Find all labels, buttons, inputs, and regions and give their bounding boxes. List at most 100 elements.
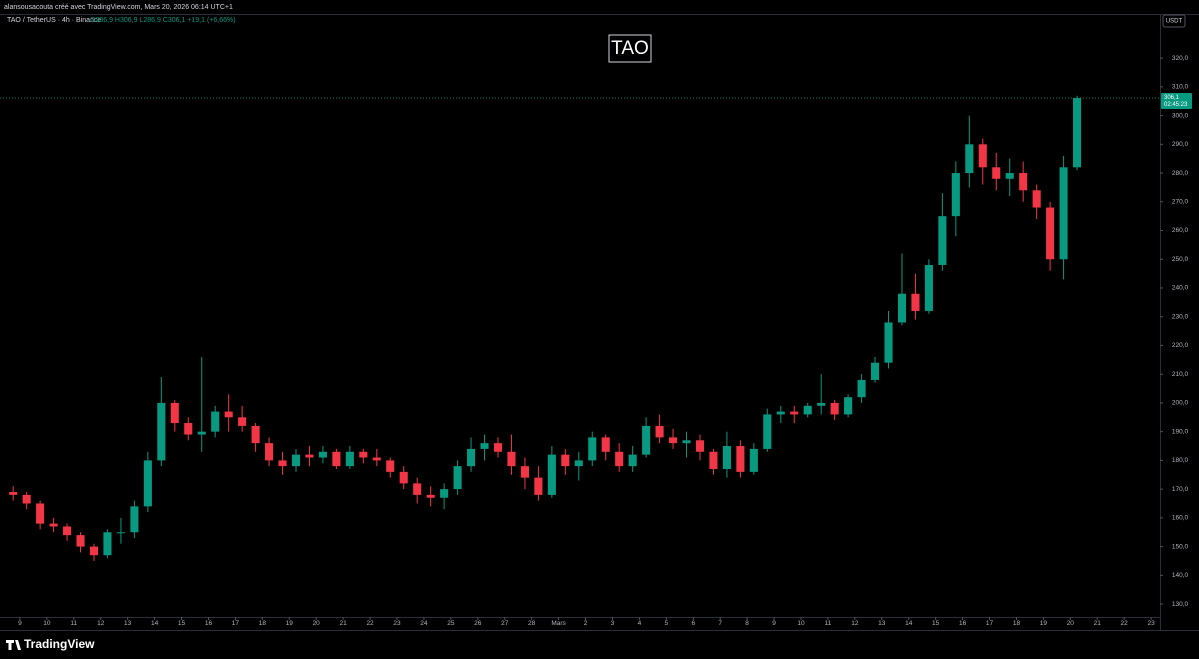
y-tick-label: 130,0	[1172, 601, 1189, 608]
x-tick-label: 16	[205, 620, 213, 627]
candle-body	[722, 446, 731, 470]
x-tick-label: 8	[745, 620, 749, 627]
candle-body	[480, 443, 489, 449]
y-tick-label: 230,0	[1172, 313, 1189, 320]
candle-body	[1059, 167, 1068, 260]
author-line: alansousacouta créé avec TradingView.com…	[4, 4, 233, 11]
candle-body	[386, 460, 395, 472]
candle-body	[467, 448, 476, 467]
x-tick-label: 20	[313, 620, 321, 627]
candle-body	[803, 405, 812, 415]
countdown: 02:45:23	[1164, 102, 1188, 108]
x-tick-label: 19	[286, 620, 294, 627]
candle-body	[817, 402, 826, 406]
y-tick-label: 320,0	[1172, 55, 1189, 62]
candle-body	[116, 532, 125, 534]
candle-body	[695, 440, 705, 452]
candle-body	[534, 477, 543, 495]
x-tick-label: 12	[97, 620, 105, 627]
symbol-line: TAO / TetherUS · 4h · Binance	[7, 17, 101, 24]
candle-body	[951, 173, 960, 217]
candle-body	[170, 402, 179, 424]
candle-body	[440, 489, 449, 498]
candle-body	[49, 523, 58, 527]
brand: TradingView	[24, 637, 95, 651]
x-tick-label: 28	[528, 620, 536, 627]
x-tick-label: Mars	[551, 620, 566, 627]
candle-body	[601, 437, 610, 452]
candle-body	[305, 454, 314, 458]
x-tick-label: 19	[1040, 620, 1048, 627]
candle-body	[1032, 190, 1041, 208]
candle-body	[709, 451, 718, 470]
candle-body	[507, 451, 516, 467]
x-tick-label: 11	[825, 620, 832, 627]
x-tick-label: 11	[70, 620, 77, 627]
y-tick-label: 280,0	[1172, 170, 1189, 177]
candle-body	[63, 526, 72, 536]
candle-body	[884, 322, 893, 363]
candle-body	[251, 425, 260, 444]
candle-body	[197, 431, 206, 435]
candle-body	[130, 506, 139, 533]
title-box	[608, 34, 652, 63]
candle-body	[682, 440, 691, 444]
y-tick-label: 180,0	[1172, 457, 1189, 464]
candle-body	[332, 451, 341, 467]
candle-body	[36, 503, 45, 524]
y-tick-label: 200,0	[1172, 400, 1189, 407]
x-tick-label: 17	[986, 620, 994, 627]
candle-body	[157, 402, 166, 461]
candle-body	[318, 451, 327, 458]
y-tick-label: 210,0	[1172, 371, 1189, 378]
candle-body	[76, 535, 85, 547]
candle-body	[399, 471, 408, 484]
last-price-label: 306,1	[1164, 95, 1180, 101]
x-tick-label: 4	[638, 620, 642, 627]
x-tick-label: 13	[124, 620, 132, 627]
candle-body	[992, 167, 1001, 179]
candle-body	[1046, 207, 1055, 260]
brand-logo	[6, 640, 21, 650]
x-tick-label: 5	[665, 620, 669, 627]
candle-body	[1019, 173, 1028, 191]
candle-body	[669, 437, 678, 444]
candle-body	[143, 460, 152, 507]
x-tick-label: 3	[611, 620, 615, 627]
x-tick-label: 10	[43, 620, 51, 627]
x-tick-label: 21	[1094, 620, 1102, 627]
ohlc-line: O286,9 H306,9 L286,9 C306,1 +19,1 (+6,66…	[90, 17, 236, 24]
x-tick-label: 27	[501, 620, 509, 627]
candle-body	[359, 451, 368, 458]
candle-body	[897, 293, 907, 323]
candle-body	[291, 454, 301, 467]
candle-body	[978, 144, 987, 168]
candle-body	[763, 414, 772, 449]
candle-body	[278, 460, 287, 467]
candle-body	[224, 411, 233, 418]
candle-body	[642, 425, 651, 455]
x-tick-label: 9	[18, 620, 22, 627]
candle-body	[588, 437, 597, 461]
x-tick-label: 6	[691, 620, 695, 627]
candle-body	[413, 483, 422, 495]
candle-body	[736, 446, 745, 472]
x-tick-label: 10	[797, 620, 805, 627]
candle-body	[9, 492, 18, 495]
candle-body	[22, 494, 31, 504]
currency: USDT	[1166, 19, 1183, 25]
candle-body	[924, 264, 933, 311]
y-tick-label: 220,0	[1172, 342, 1189, 349]
candle-body	[184, 423, 193, 435]
y-tick-label: 300,0	[1172, 112, 1189, 119]
x-tick-label: 18	[259, 620, 267, 627]
x-tick-label: 2	[584, 620, 588, 627]
candle-body	[372, 457, 381, 461]
candle-body	[453, 466, 462, 490]
candle-body	[211, 411, 220, 432]
x-tick-label: 22	[1121, 620, 1129, 627]
x-tick-label: 24	[420, 620, 428, 627]
candle-body	[574, 460, 583, 467]
x-tick-label: 9	[772, 620, 776, 627]
